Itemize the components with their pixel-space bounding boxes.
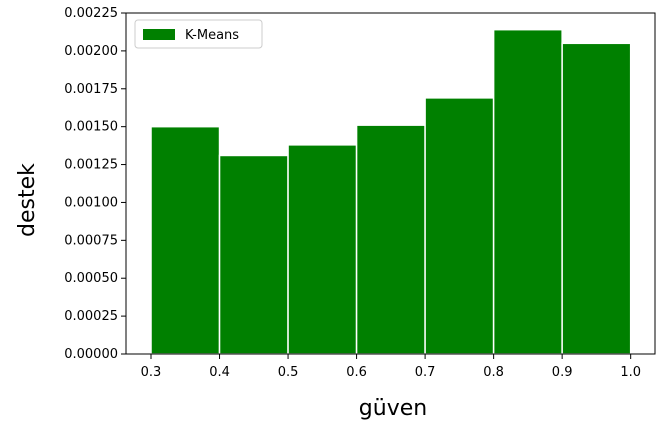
x-tick-label-7: 1.0 <box>620 365 641 380</box>
bar-6 <box>561 42 632 355</box>
y-tick-label-8: 0.00200 <box>64 44 118 59</box>
legend: K-Means <box>134 19 263 49</box>
bar-5 <box>492 28 563 355</box>
x-tick-label-5: 0.8 <box>483 365 504 380</box>
bar-1 <box>218 154 289 355</box>
y-tick-label-6: 0.00150 <box>64 120 118 135</box>
y-tick-label-5: 0.00125 <box>64 158 118 173</box>
y-tick-label-9: 0.00225 <box>64 6 118 21</box>
legend-label: K-Means <box>185 28 239 43</box>
bar-3 <box>355 124 426 355</box>
legend-box <box>134 19 263 49</box>
x-tick-label-0: 0.3 <box>141 365 162 380</box>
x-tick-label-4: 0.7 <box>415 365 436 380</box>
x-tick-label-6: 0.9 <box>552 365 573 380</box>
x-tick-label-1: 0.4 <box>209 365 230 380</box>
y-tick-label-4: 0.00100 <box>64 195 118 210</box>
y-tick-label-0: 0.00000 <box>64 347 118 362</box>
y-axis: 0.00000 0.00025 0.00050 0.00075 0.00100 0.001… <box>64 6 126 362</box>
y-tick-label-1: 0.00025 <box>64 309 118 324</box>
x-tick-label-3: 0.6 <box>346 365 367 380</box>
bars-group <box>150 28 632 355</box>
x-axis-label: güven <box>359 396 427 421</box>
plot-frame <box>125 12 656 355</box>
y-axis-label: destek <box>15 163 40 237</box>
legend-swatch <box>143 29 175 40</box>
bar-0 <box>150 125 221 355</box>
y-tick-label-7: 0.00175 <box>64 82 118 97</box>
x-axis: 0.3 0.4 0.5 0.6 0.7 0.8 0.9 1.0 <box>141 354 641 380</box>
y-tick-label-2: 0.00050 <box>64 271 118 286</box>
bar-4 <box>424 97 495 355</box>
x-tick-label-2: 0.5 <box>278 365 299 380</box>
bar-2 <box>287 144 358 355</box>
y-tick-label-3: 0.00075 <box>64 233 118 248</box>
